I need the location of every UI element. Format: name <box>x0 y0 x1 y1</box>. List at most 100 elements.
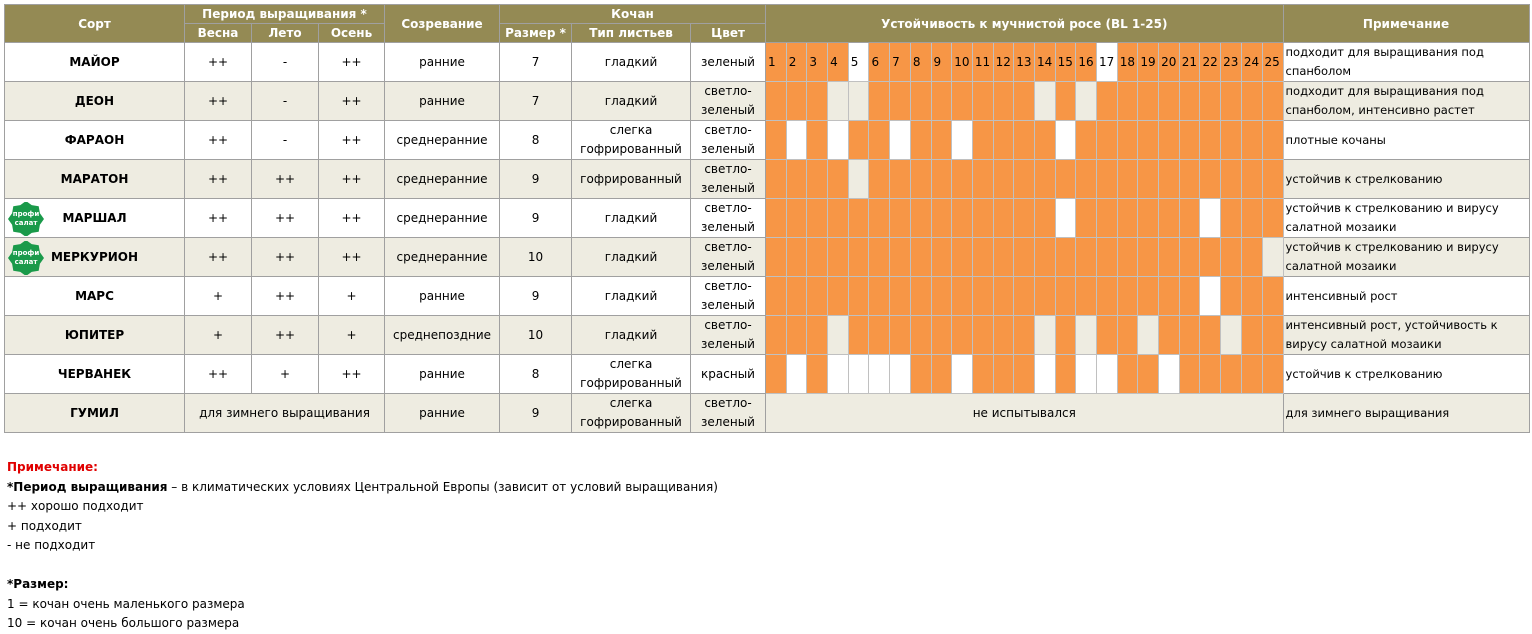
resistance-cell <box>1261 315 1284 355</box>
resistance-cell <box>992 159 1015 199</box>
resistance-cell <box>1137 198 1160 238</box>
variety-name: ЧЕРВАНЕК <box>57 367 132 381</box>
variety-cell: МАЙОР <box>4 42 185 82</box>
badge-text: салат <box>15 258 39 266</box>
resistance-cell <box>1054 81 1077 121</box>
resistance-cell <box>1199 81 1222 121</box>
note-cell: подходит для выращивания под спанболом <box>1282 42 1530 82</box>
resistance-cell <box>1178 276 1201 316</box>
season-cell: ++ <box>317 237 386 277</box>
variety-cell: ГУМИЛ <box>4 393 185 433</box>
resistance-cell <box>971 354 994 394</box>
bl-number: 1 <box>768 55 776 69</box>
color-cell: светло-зеленый <box>690 393 767 433</box>
resistance-cell <box>992 354 1015 394</box>
color-cell: светло-зеленый <box>690 159 767 199</box>
header-cell: Примечание <box>1282 4 1530 43</box>
resistance-cell <box>1013 237 1035 277</box>
notes-size-title: *Размер: <box>7 577 69 591</box>
leaf-cell: слегка гофрированный <box>571 120 692 160</box>
season-cell: ++ <box>251 237 319 277</box>
table-row: МАРС + ++ + ранние 9 гладкий светло-зеленый инте… <box>4 276 1530 316</box>
size-lines: 1 = кочан очень маленького размера 10 = к… <box>7 595 718 634</box>
resistance-cell <box>930 276 953 316</box>
resistance-cell <box>868 120 891 160</box>
resistance-cell <box>827 276 849 316</box>
resistance-cell <box>1137 159 1160 199</box>
season-cell: ++ <box>251 276 319 316</box>
resistance-cell <box>868 315 891 355</box>
note-line: + подходит <box>7 518 82 533</box>
table-row: ГУМИЛ для зимнего выращивания ранние 9 слегк… <box>4 393 1530 433</box>
resistance-cell: 16 <box>1075 42 1098 82</box>
bl-number: 23 <box>1223 55 1239 69</box>
note-bold: *Период выращивания <box>7 479 168 494</box>
resistance-cell <box>1240 354 1263 394</box>
color-cell: светло-зеленый <box>690 198 767 238</box>
resistance-cell <box>1158 276 1180 316</box>
resistance-cell: 23 <box>1220 42 1242 82</box>
header-cell: Период выращивания * <box>183 4 386 24</box>
variety-cell: ЮПИТЕР <box>4 315 185 355</box>
bl-number: 14 <box>1036 55 1053 69</box>
resistance-cell <box>1033 120 1056 160</box>
resistance-cell <box>1261 276 1284 316</box>
season-cell: ++ <box>184 354 252 394</box>
resistance-cell <box>889 159 911 199</box>
resistance-cell: 5 <box>847 42 870 82</box>
resistance-cell <box>1158 120 1180 160</box>
resistance-cell: 19 <box>1137 42 1160 82</box>
note-lines: ++ хорошо подходит + подходит - не подходи… <box>7 497 718 556</box>
bl-number: 24 <box>1243 55 1260 69</box>
season-cell: ++ <box>184 81 252 121</box>
resistance-cell <box>827 159 849 199</box>
variety-cell: профи салат МАРШАЛ <box>4 198 185 238</box>
resistance-cell <box>1116 354 1139 394</box>
resistance-cell <box>1033 237 1056 277</box>
color-cell: красный <box>690 354 767 394</box>
resistance-cell <box>1096 315 1118 355</box>
bl-number: 19 <box>1140 55 1156 69</box>
resistance-cell <box>1075 315 1098 355</box>
size-cell: 9 <box>499 198 573 238</box>
resistance-cell <box>1240 237 1263 277</box>
badge-text: профи <box>13 210 40 218</box>
resistance-cell <box>847 120 870 160</box>
resistance-cell <box>765 159 787 199</box>
variety-name: МАРС <box>75 289 114 303</box>
resistance-cell <box>909 120 932 160</box>
resistance-cell <box>1158 198 1180 238</box>
variety-name: МАЙОР <box>69 55 120 69</box>
size-cell: 9 <box>499 393 573 433</box>
leaf-cell: гофрированный <box>571 159 692 199</box>
note-text: – в климатических условиях Центральной Е… <box>167 479 718 494</box>
resistance-cell <box>1013 159 1035 199</box>
size-cell: 10 <box>499 237 573 277</box>
resistance-cell <box>785 315 808 355</box>
resistance-cell <box>847 315 870 355</box>
resistance-cell <box>992 276 1015 316</box>
season-cell: ++ <box>184 198 252 238</box>
resistance-cell <box>806 315 829 355</box>
resistance-cell <box>951 276 973 316</box>
header-cell: Лето <box>251 23 319 43</box>
resistance-cell <box>1116 159 1139 199</box>
resistance-cell <box>1096 198 1118 238</box>
resistance-cell <box>1075 159 1098 199</box>
resistance-cell <box>951 237 973 277</box>
size-cell: 7 <box>499 42 573 82</box>
resistance-cell <box>868 81 891 121</box>
table-row: профи салат МЕРКУРИОН ++ ++ ++ среднеранние 10 г… <box>4 237 1530 277</box>
bl-number: 4 <box>830 55 838 69</box>
resistance-cell <box>1137 120 1160 160</box>
bl-number: 13 <box>1016 55 1032 69</box>
resistance-cell <box>930 237 953 277</box>
resistance-cell <box>971 315 994 355</box>
resistance-cell <box>1013 120 1035 160</box>
resistance-cell <box>806 354 829 394</box>
resistance-cell <box>827 81 849 121</box>
header-cell: Сорт <box>4 4 185 43</box>
color-cell: светло-зеленый <box>690 315 767 355</box>
resistance-cell <box>827 120 849 160</box>
resistance-cell <box>1220 276 1242 316</box>
